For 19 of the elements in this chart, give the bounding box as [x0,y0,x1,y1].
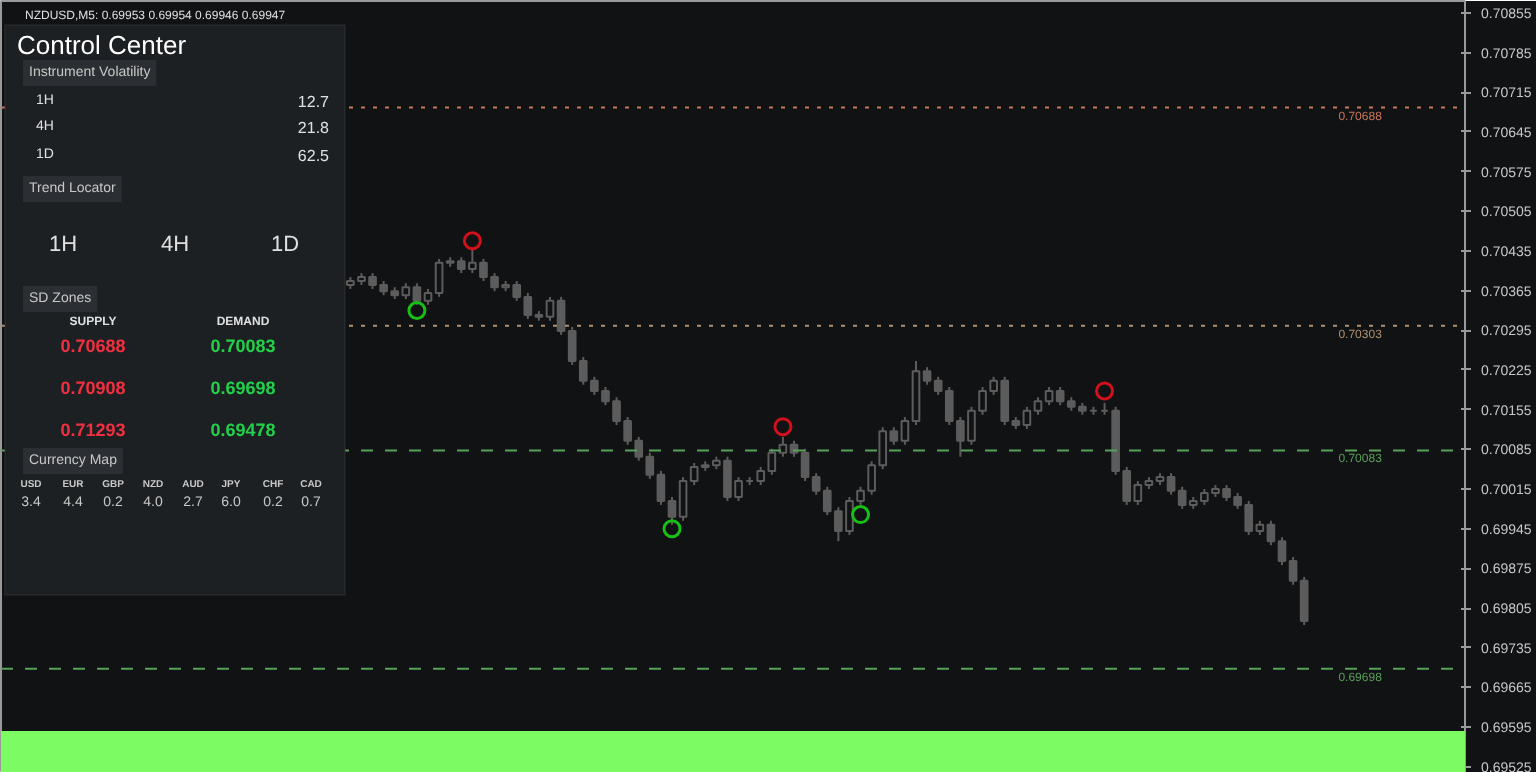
annotation: 0.69698 [210,378,276,398]
point [462,231,482,251]
point [407,301,427,320]
annotation: 0.69478 [210,420,276,440]
annotation: 0.70083 [210,336,276,356]
text: Control Center [17,30,188,60]
annotation: 12.7 [297,93,331,111]
annotation: 1H [48,233,78,257]
point [773,417,793,437]
annotation: 4H [160,233,190,257]
annotation: 1D [270,233,300,257]
annotation: 0.71293 [60,420,126,440]
point [662,519,682,539]
annotation: 0.70688 [60,336,126,356]
annotation: 0.70908 [60,378,126,398]
point [1095,381,1115,401]
annotation: 62.5 [297,147,331,165]
annotation: 21.8 [297,119,331,137]
point [851,505,871,525]
